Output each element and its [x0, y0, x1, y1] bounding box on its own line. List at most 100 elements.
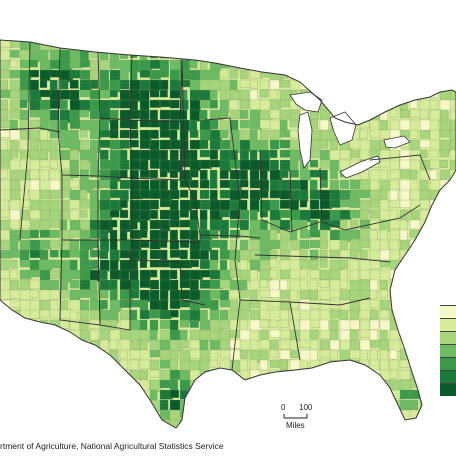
county-cell: [369, 399, 378, 410]
county-cell: [249, 59, 261, 69]
county-cell: [79, 399, 90, 413]
county-cell: [429, 259, 438, 271]
county-cell: [119, 409, 132, 419]
county-cell: [319, 369, 333, 382]
county-cell: [389, 419, 403, 428]
county-cell: [29, 59, 38, 68]
county-cell: [289, 349, 299, 358]
county-cell: [209, 419, 219, 428]
county-cell: [199, 419, 208, 428]
county-cell: [230, 430, 240, 438]
border-mt-nd: [97, 51, 133, 121]
county-cell: [39, 349, 53, 361]
county-cell: [139, 419, 149, 428]
county-cell: [89, 239, 99, 249]
county-cell: [269, 379, 281, 390]
county-cell: [389, 159, 400, 171]
county-cell: [49, 99, 62, 109]
county-cell: [310, 430, 319, 441]
county-cell: [30, 430, 38, 438]
county-cell: [349, 99, 362, 113]
county-cell: [179, 99, 189, 110]
county-cell: [69, 249, 81, 258]
county-cell: [109, 409, 122, 420]
county-cell: [99, 129, 112, 138]
county-cell: [39, 99, 51, 110]
county-cell: [119, 189, 129, 202]
county-cell: [59, 159, 70, 169]
county-cell: [159, 269, 171, 281]
county-cell: [299, 269, 308, 278]
county-cell: [269, 349, 278, 358]
county-cell: [359, 399, 370, 412]
county-cell: [329, 59, 340, 68]
county-cell: [370, 30, 382, 38]
county-cell: [129, 349, 142, 360]
county-cell: [249, 259, 262, 272]
county-cell: [449, 399, 456, 411]
county-cell: [219, 239, 228, 251]
county-cell: [79, 359, 89, 368]
county-cell: [169, 219, 180, 228]
county-cell: [69, 149, 79, 162]
county-cell: [69, 419, 83, 428]
county-cell: [329, 49, 343, 58]
county-cell: [209, 169, 218, 181]
county-cell: [399, 299, 412, 312]
border-in-ky: [259, 149, 321, 233]
county-cell: [299, 249, 308, 262]
county-cell: [99, 149, 109, 160]
county-cell: [209, 289, 221, 300]
scale-max-label: 100: [299, 403, 313, 412]
county-cell: [149, 389, 158, 402]
county-cell: [299, 69, 311, 83]
county-cell: [149, 89, 160, 98]
county-cell: [349, 199, 360, 208]
county-cell: [19, 99, 28, 108]
county-cell: [9, 149, 18, 158]
county-cell: [319, 379, 331, 390]
county-cell: [239, 69, 249, 79]
county-cell: [60, 430, 72, 440]
county-cell: [339, 199, 352, 208]
county-cell: [399, 169, 411, 179]
county-cell: [49, 409, 63, 419]
county-cell: [119, 379, 129, 390]
county-cell: [439, 219, 450, 232]
county-cell: [59, 49, 72, 61]
county-cell: [289, 369, 303, 381]
county-cell: [239, 269, 251, 282]
county-cell: [229, 69, 238, 79]
county-cell: [409, 249, 423, 261]
county-cell: [19, 329, 33, 339]
county-cell: [229, 40, 241, 42]
county-cell: [229, 399, 239, 408]
county-cell: [399, 229, 408, 242]
county-cell: [399, 109, 411, 119]
county-cell: [419, 269, 430, 278]
county-cell: [169, 129, 178, 141]
county-cell: [99, 249, 109, 260]
county-cell: [149, 159, 160, 169]
county-cell: [429, 149, 439, 158]
county-cell: [449, 99, 456, 114]
county-cell: [269, 89, 278, 100]
county-cell: [429, 40, 439, 41]
county-cell: [99, 40, 110, 43]
county-cell: [349, 379, 360, 391]
county-cell: [269, 419, 281, 428]
county-cell: [339, 369, 349, 382]
county-cell: [299, 379, 313, 392]
county-cell: [420, 30, 431, 39]
county-cell: [99, 189, 111, 201]
county-cell: [109, 219, 118, 228]
county-cell: [249, 359, 258, 371]
border-mo-ar: [199, 234, 261, 239]
county-cell: [379, 399, 391, 408]
county-cell: [219, 279, 232, 289]
county-cell: [49, 289, 60, 300]
county-cell: [89, 189, 99, 201]
county-cell: [109, 169, 121, 182]
county-cell: [119, 269, 130, 282]
county-cell: [369, 99, 380, 113]
